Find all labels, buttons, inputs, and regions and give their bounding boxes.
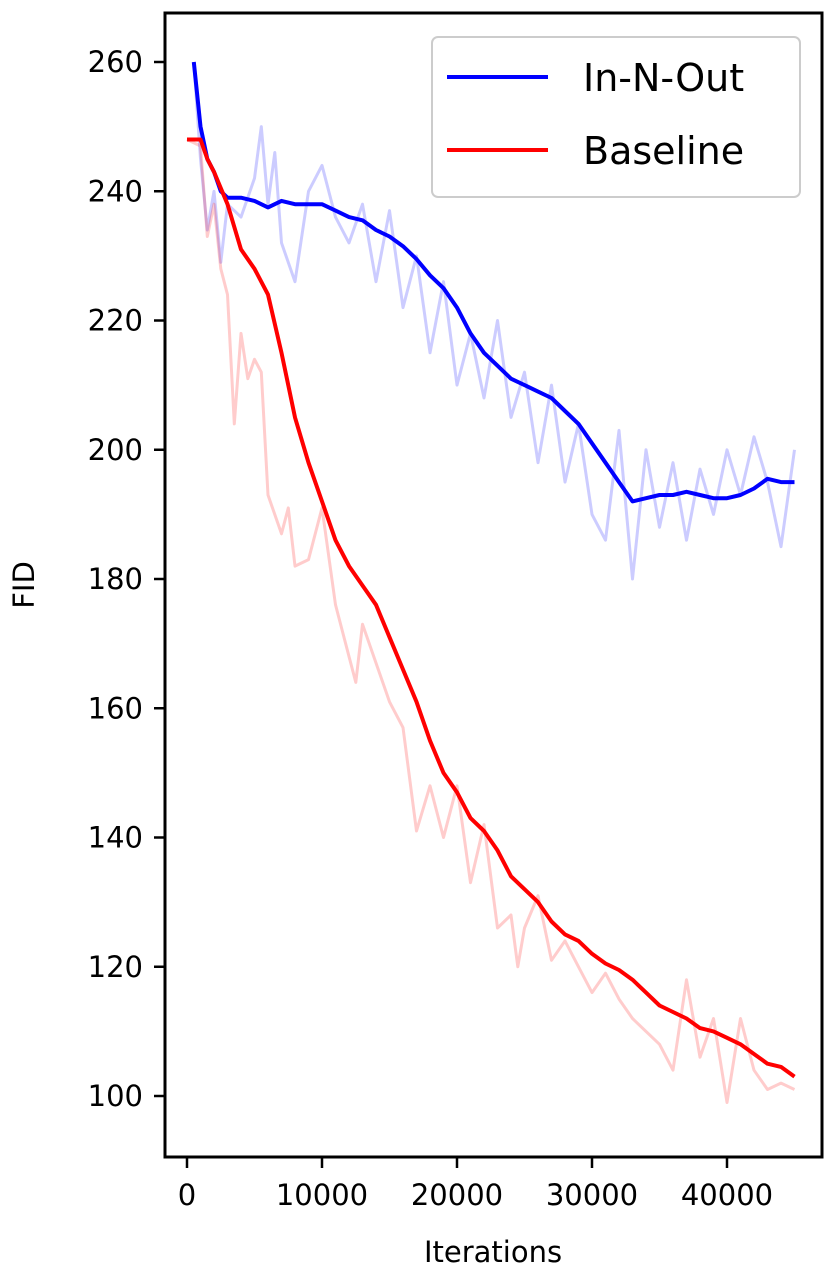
y-tick-label: 140 xyxy=(88,821,143,855)
raw-line-baseline xyxy=(186,138,796,1104)
y-tick-label: 160 xyxy=(88,691,143,725)
y-tick-label: 120 xyxy=(88,950,143,984)
x-tick-label: 40000 xyxy=(681,1178,773,1212)
y-axis-label: FID xyxy=(7,561,41,609)
raw-line-in-n-out xyxy=(192,61,796,581)
x-axis-label: Iterations xyxy=(424,1235,562,1269)
y-tick-label: 100 xyxy=(88,1079,143,1113)
smoothed-line-baseline xyxy=(187,137,796,1079)
smoothed-series-layer xyxy=(187,61,796,1079)
legend-label-baseline: Baseline xyxy=(583,129,744,173)
smoothed-line-in-n-out xyxy=(191,61,795,504)
x-tick-label: 30000 xyxy=(546,1178,638,1212)
y-tick-label: 240 xyxy=(88,174,143,208)
legend: In-N-Out Baseline xyxy=(431,36,801,198)
y-tick-label: 200 xyxy=(88,433,143,467)
raw-series-layer xyxy=(186,61,796,1104)
y-tick-label: 220 xyxy=(88,304,143,338)
x-tick-label: 20000 xyxy=(411,1178,503,1212)
plot-frame xyxy=(163,11,824,1159)
y-tick-label: 180 xyxy=(88,562,143,596)
x-tick-label: 10000 xyxy=(276,1178,368,1212)
x-tick-label: 0 xyxy=(178,1178,196,1212)
x-axis: 0 10000 20000 30000 40000 xyxy=(178,1157,773,1212)
y-tick-label: 260 xyxy=(88,45,143,79)
legend-label-in-n-out: In-N-Out xyxy=(583,56,744,100)
y-axis: 100 120 140 160 180 200 220 240 260 xyxy=(88,45,165,1113)
